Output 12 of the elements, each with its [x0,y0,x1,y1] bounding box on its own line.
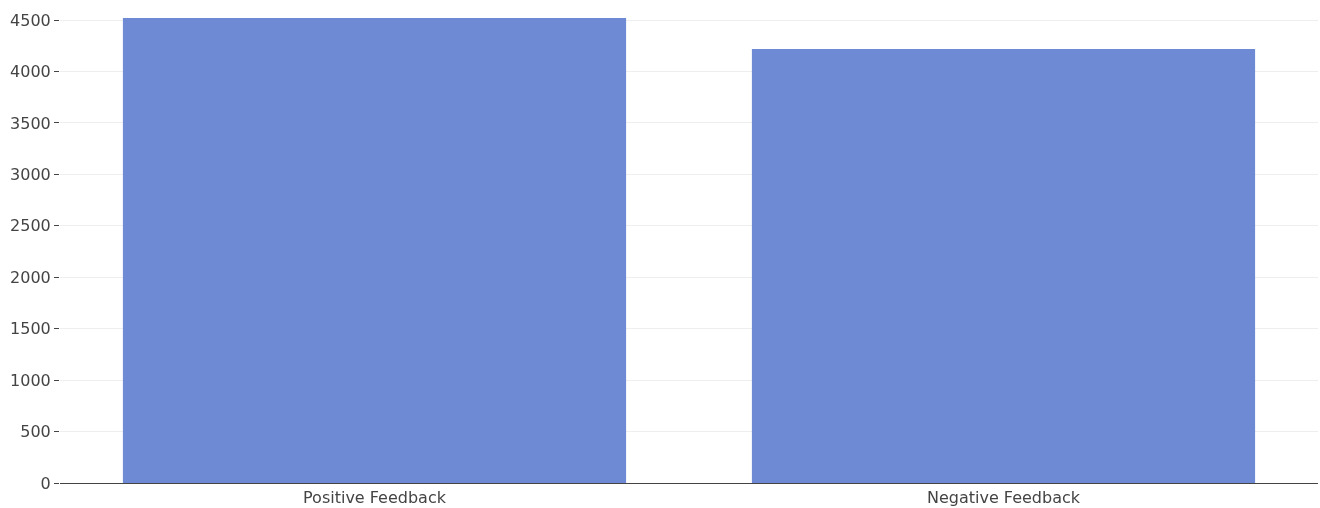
x-tick-label: Positive Feedback [303,488,447,508]
y-tick-label: 4500 [10,10,51,30]
y-tick-label: 1500 [10,319,51,339]
y-tick-label: 3000 [10,165,51,185]
y-tick-label: 500 [20,422,51,442]
y-tick-label: 2500 [10,216,51,236]
y-tick-label: 0 [40,473,51,493]
y-tick-label: 2000 [10,267,51,287]
x-tick-label: Negative Feedback [926,488,1081,508]
y-tick-label: 3500 [10,113,51,133]
y-tick-label: 4000 [10,62,51,82]
y-tick-label: 1000 [10,370,51,390]
